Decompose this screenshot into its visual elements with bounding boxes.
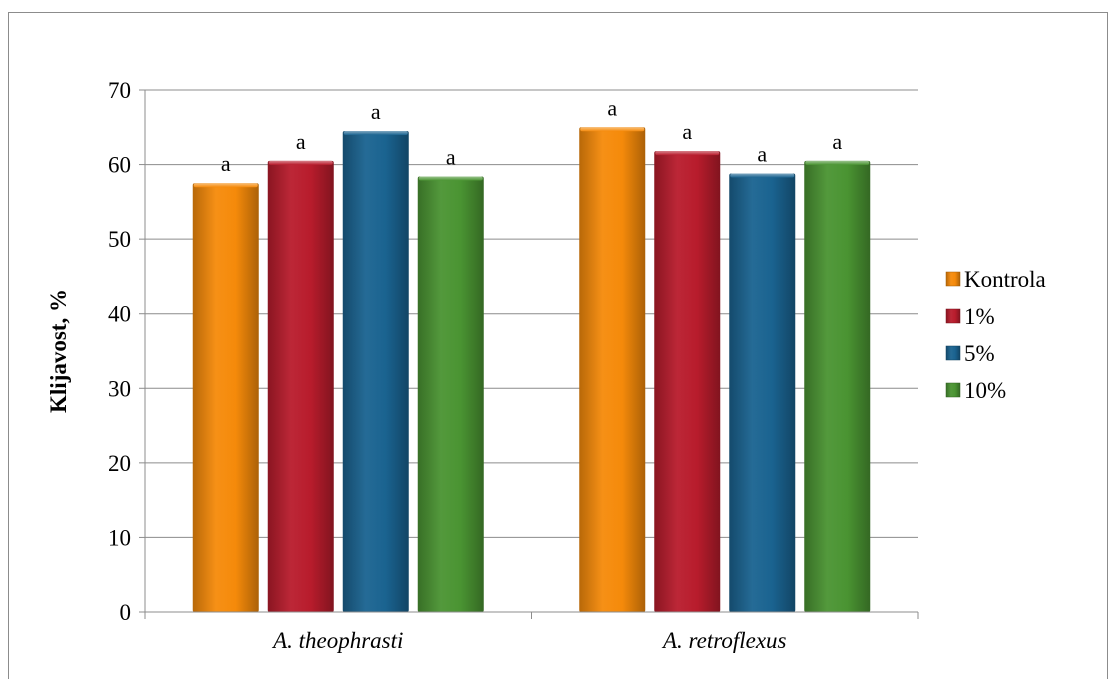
x-category-label: A. theophrasti bbox=[271, 628, 403, 653]
y-tick-label: 70 bbox=[108, 78, 131, 103]
x-axis-categories: A. theophrasti A. retroflexus bbox=[144, 612, 919, 653]
significance-label: a bbox=[607, 95, 617, 120]
gridlines bbox=[145, 89, 918, 538]
legend-swatch bbox=[945, 345, 961, 361]
bar bbox=[804, 160, 871, 613]
bar-highlight bbox=[343, 131, 408, 136]
bar-highlight bbox=[268, 160, 333, 165]
bar bbox=[579, 127, 646, 613]
bar bbox=[729, 173, 796, 612]
legend-label: Kontrola bbox=[964, 267, 1046, 292]
bar-highlight bbox=[580, 127, 645, 132]
y-tick-label: 50 bbox=[108, 227, 131, 252]
bar-highlight bbox=[730, 173, 795, 178]
legend-swatch bbox=[945, 308, 961, 324]
bar bbox=[192, 183, 259, 612]
bar-highlight bbox=[418, 176, 483, 181]
legend-label: 5% bbox=[964, 341, 995, 366]
legend-label: 10% bbox=[964, 378, 1006, 403]
y-tick-label: 10 bbox=[108, 525, 131, 550]
significance-label: a bbox=[371, 99, 381, 124]
bar-highlight bbox=[805, 160, 870, 165]
y-axis-ticks: 0 10 20 30 40 50 60 70 bbox=[108, 78, 145, 625]
x-category-label: A. retroflexus bbox=[661, 628, 787, 653]
bar bbox=[654, 151, 721, 613]
bar-highlight bbox=[655, 151, 720, 156]
legend-swatch bbox=[945, 271, 961, 287]
chart-frame bbox=[8, 12, 1108, 679]
y-tick-label: 60 bbox=[108, 153, 131, 178]
bars: a a a a a a a a bbox=[192, 95, 871, 613]
significance-label: a bbox=[296, 129, 306, 154]
y-tick-label: 30 bbox=[108, 376, 131, 401]
significance-label: a bbox=[221, 151, 231, 176]
y-tick-label: 0 bbox=[120, 600, 132, 625]
significance-label: a bbox=[446, 145, 456, 170]
bar-highlight bbox=[193, 183, 258, 188]
y-tick-label: 40 bbox=[108, 302, 131, 327]
bar bbox=[417, 176, 484, 612]
bar bbox=[267, 160, 334, 613]
legend: Kontrola 1% 5% 10% bbox=[945, 267, 1046, 403]
y-tick-label: 20 bbox=[108, 451, 131, 476]
bar bbox=[342, 131, 409, 612]
significance-label: a bbox=[832, 129, 842, 154]
y-axis-label: Klijavost, % bbox=[46, 289, 71, 413]
significance-label: a bbox=[682, 119, 692, 144]
axes bbox=[144, 90, 918, 613]
legend-label: 1% bbox=[964, 304, 995, 329]
legend-swatch bbox=[945, 382, 961, 398]
significance-label: a bbox=[757, 142, 767, 167]
